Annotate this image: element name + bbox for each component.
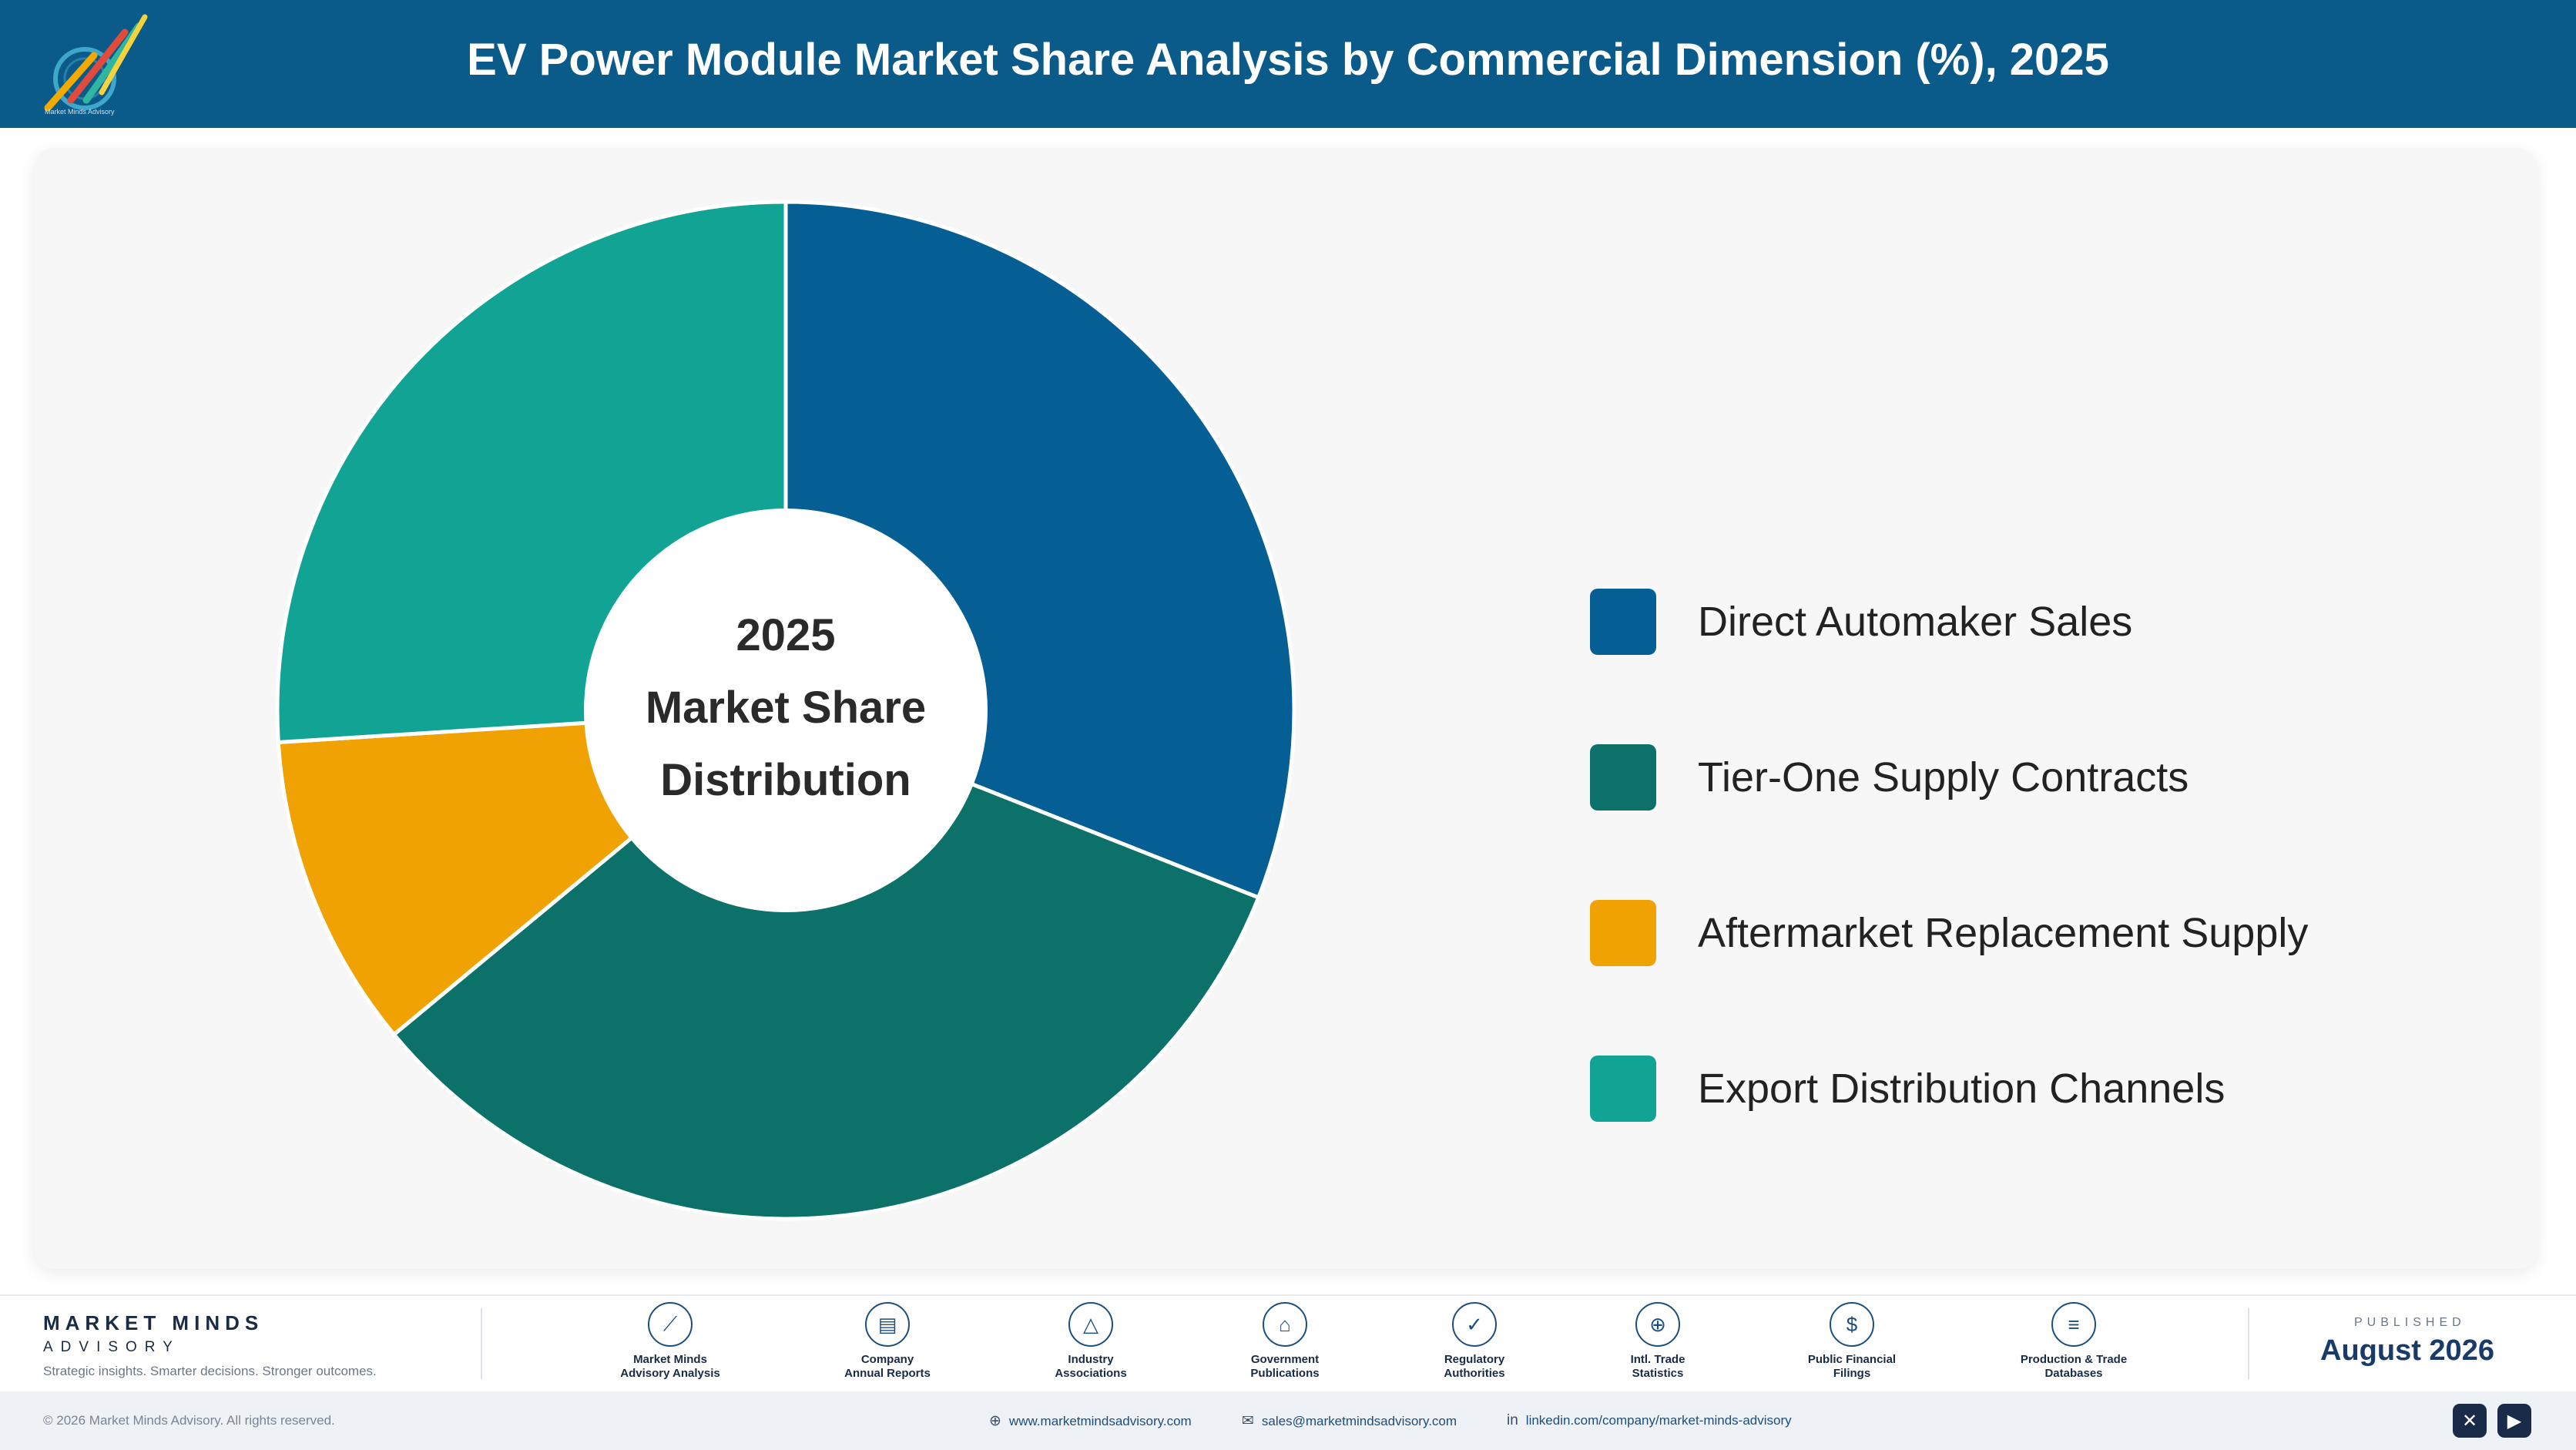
bottom-bar: © 2026 Market Minds Advisory. All rights…: [0, 1391, 2576, 1450]
legend-label: Aftermarket Replacement Supply: [1698, 910, 2309, 956]
source-label: Production & Trade Databases: [2020, 1353, 2128, 1380]
source-item: ▤ Company Annual Reports: [810, 1302, 964, 1381]
linkedin-icon: in: [1507, 1412, 1518, 1428]
source-item: ⟋ Market Minds Advisory Analysis: [593, 1302, 747, 1381]
published-date: August 2026: [2320, 1334, 2494, 1367]
chart-title: EV Power Module Market Share Analysis by…: [467, 35, 2109, 85]
legend-swatch: [1590, 744, 1656, 811]
center-label-line2: Market Share: [646, 683, 926, 733]
network-icon: △: [1068, 1302, 1113, 1347]
source-label: Public Financial Filings: [1807, 1353, 1897, 1380]
chart-card: 2025 Market Share Distribution Direct Au…: [34, 148, 2537, 1269]
x-icon[interactable]: ✕: [2453, 1404, 2487, 1438]
brand-subtitle: ADVISORY: [43, 1339, 180, 1355]
source-item: △ Industry Associations: [1014, 1302, 1168, 1381]
database-icon: ≡: [2051, 1302, 2096, 1347]
globe-icon: ⊕: [989, 1413, 1001, 1429]
government-building-icon: ⌂: [1263, 1302, 1307, 1347]
brand-name: MARKET MINDS: [43, 1311, 264, 1334]
linkedin-link[interactable]: in linkedin.com/company/market-minds-advi…: [1507, 1412, 1792, 1429]
source-label: Company Annual Reports: [844, 1353, 931, 1380]
footer: MARKET MINDS ADVISORY Strategic insights…: [0, 1294, 2576, 1391]
published-label: PUBLISHED: [2354, 1316, 2466, 1329]
linkedin-text[interactable]: linkedin.com/company/market-minds-adviso…: [1525, 1413, 1792, 1428]
dollar-coin-icon: $: [1830, 1302, 1874, 1347]
source-label: Government Publications: [1250, 1353, 1320, 1380]
source-label: Market Minds Advisory Analysis: [620, 1353, 720, 1380]
legend-label: Export Distribution Channels: [1698, 1066, 2225, 1112]
source-label: Regulatory Authorities: [1444, 1353, 1505, 1380]
globe-icon: ⊕: [1635, 1302, 1680, 1347]
source-item: $ Public Financial Filings: [1775, 1302, 1929, 1381]
website-link[interactable]: ⊕ www.marketmindsadvisory.com: [989, 1412, 1192, 1430]
email-text[interactable]: sales@marketmindsadvisory.com: [1261, 1414, 1457, 1428]
source-item: ⌂ Government Publications: [1208, 1302, 1362, 1381]
email-link[interactable]: ✉ sales@marketmindsadvisory.com: [1242, 1412, 1457, 1430]
logo-caption: Market Minds Advisory: [45, 108, 115, 116]
donut-slice-tier-one-supply-contracts[interactable]: [391, 708, 1261, 1221]
legend-swatch: [1590, 900, 1656, 966]
brand-logo-icon: [44, 14, 148, 112]
copyright-text: © 2026 Market Minds Advisory. All rights…: [43, 1413, 335, 1428]
footer-divider: [2248, 1308, 2249, 1379]
source-item: ✓ Regulatory Authorities: [1397, 1302, 1551, 1381]
brand-tagline: Strategic insights. Smarter decisions. S…: [43, 1364, 377, 1378]
header-bar: Market Minds Advisory EV Power Module Ma…: [0, 0, 2576, 128]
footer-divider: [481, 1308, 482, 1379]
source-label: Industry Associations: [1055, 1353, 1127, 1380]
mail-icon: ✉: [1242, 1413, 1254, 1429]
center-label-line3: Distribution: [660, 755, 911, 805]
source-item: ≡ Production & Trade Databases: [1997, 1302, 2151, 1381]
shield-check-icon: ✓: [1452, 1302, 1497, 1347]
legend-swatch: [1590, 1056, 1656, 1122]
website-text[interactable]: www.marketmindsadvisory.com: [1008, 1414, 1192, 1428]
youtube-icon[interactable]: ▶: [2497, 1404, 2531, 1438]
document-icon: ▤: [865, 1302, 910, 1347]
trend-chart-icon: ⟋: [648, 1302, 693, 1347]
donut-chart: 2025 Market Share Distribution: [275, 200, 1296, 1221]
legend-label: Tier-One Supply Contracts: [1698, 754, 2189, 801]
legend-label: Direct Automaker Sales: [1698, 599, 2133, 645]
legend-swatch: [1590, 589, 1656, 655]
donut-hole: [584, 509, 988, 912]
center-label-year: 2025: [736, 610, 835, 660]
source-label: Intl. Trade Statistics: [1630, 1353, 1685, 1380]
source-item: ⊕ Intl. Trade Statistics: [1581, 1302, 1735, 1381]
